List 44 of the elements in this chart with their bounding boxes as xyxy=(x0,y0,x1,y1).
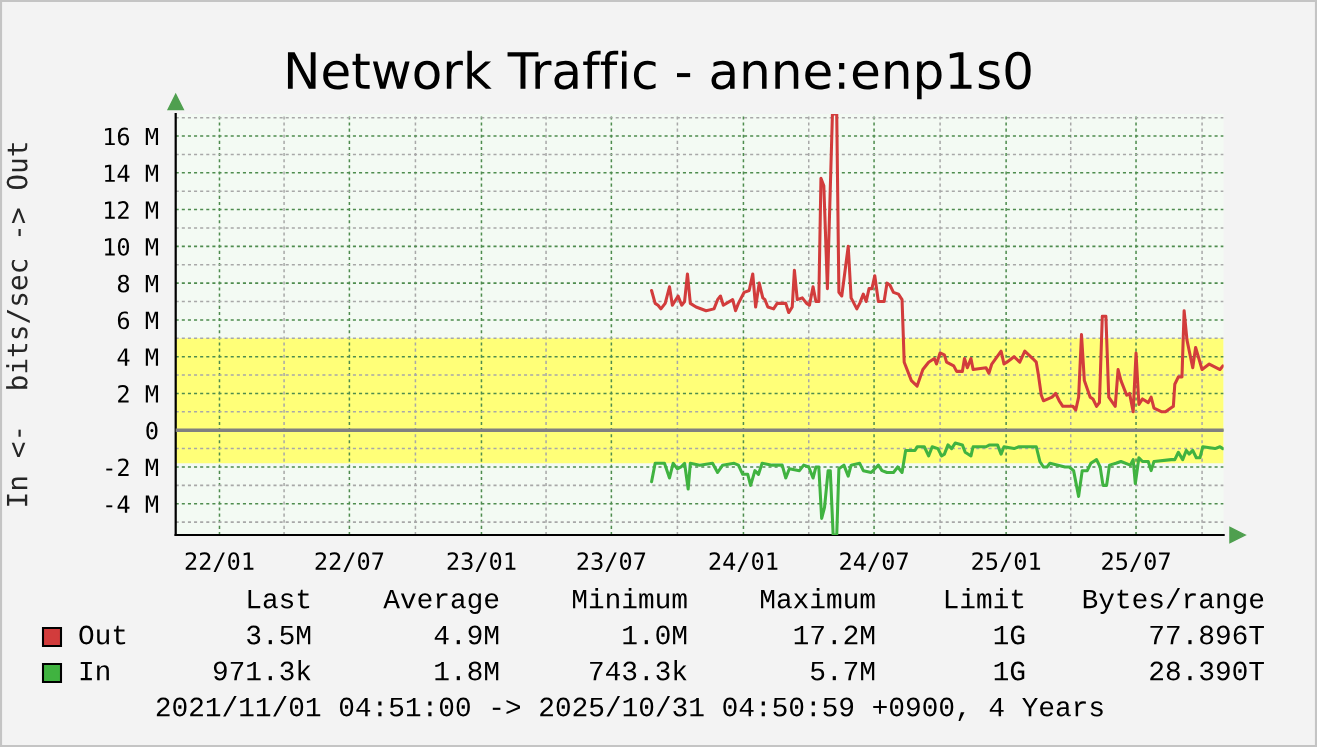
text: 1G xyxy=(994,661,1025,681)
x-tick-label: 25/01 xyxy=(972,552,1041,572)
x-tick-label: 22/01 xyxy=(185,552,254,572)
y-axis-title: In <- bits/sec -> Out xyxy=(6,143,30,506)
y-tick-label: 6 M xyxy=(117,311,159,330)
y-tick-label: 10 M xyxy=(105,237,159,256)
text: 77.896T xyxy=(1150,625,1264,645)
y-tick-label: 8 M xyxy=(117,274,159,293)
text: Last xyxy=(248,589,310,609)
x-tick-label: 23/01 xyxy=(447,552,516,572)
text: Average xyxy=(383,589,499,614)
text: Limit xyxy=(945,588,1024,609)
text: 2021/11/01 04:51:00 -> 2025/10/31 04:50:59 +0900, 4 Years xyxy=(156,696,1103,722)
text: 28.390T xyxy=(1150,661,1264,681)
text: 5.7M xyxy=(811,661,875,681)
x-tick-label: 22/07 xyxy=(315,552,384,572)
y-tick-label: 0 xyxy=(146,421,158,440)
line-series xyxy=(650,114,1224,414)
chart-title: Network Traffic - anne:enp1s0 xyxy=(287,50,1031,100)
text: Minimum xyxy=(573,588,687,609)
legend-label: In xyxy=(80,661,109,681)
y-tick-label: 14 M xyxy=(105,164,159,182)
text: 1.8M xyxy=(435,661,499,681)
y-tick-label: 2 M xyxy=(118,384,159,403)
y-tick-label: -2 M xyxy=(106,458,159,477)
y-tick-label: 12 M xyxy=(105,201,159,219)
legend-label: Out xyxy=(79,625,126,645)
y-tick-label: -4 M xyxy=(106,495,159,513)
x-tick-label: 23/07 xyxy=(577,552,646,572)
text: 1.0M xyxy=(623,625,687,645)
y-tick-label: 4 M xyxy=(117,348,159,366)
line-series xyxy=(650,441,1224,535)
text: Maximum xyxy=(761,588,875,609)
text: 17.2M xyxy=(794,625,875,645)
text: 4.9M xyxy=(434,625,499,645)
text: 971.3k xyxy=(213,660,311,681)
text: 3.5M xyxy=(247,625,311,645)
x-tick-label: 25/07 xyxy=(1102,552,1170,572)
y-tick-label: 16 M xyxy=(105,127,159,146)
text: 743.3k xyxy=(590,660,687,681)
x-tick-label: 24/01 xyxy=(709,552,778,572)
text: Bytes/range xyxy=(1083,588,1264,614)
text: 1G xyxy=(994,625,1025,645)
x-tick-label: 24/07 xyxy=(840,552,908,572)
